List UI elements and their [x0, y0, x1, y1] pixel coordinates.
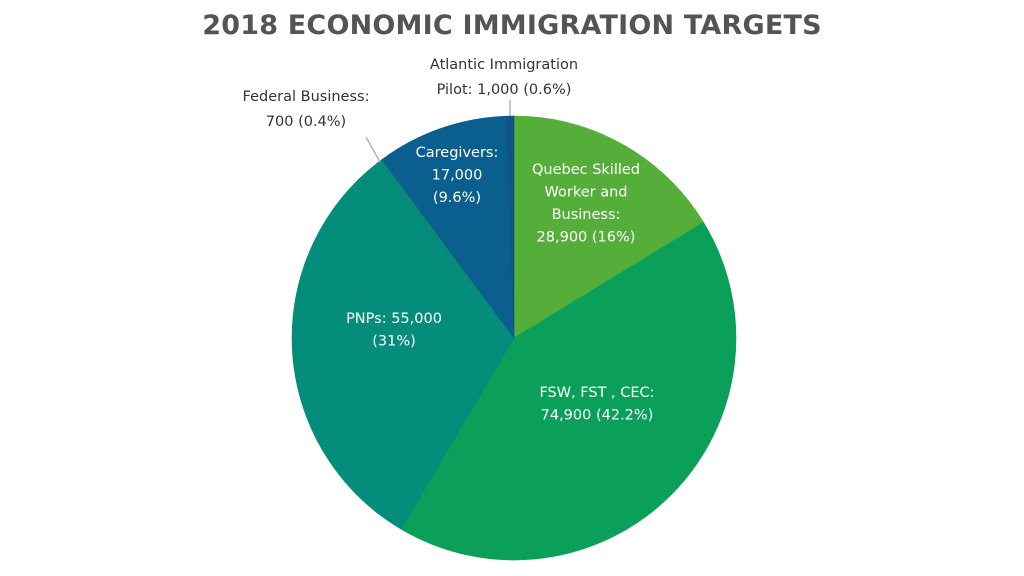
slice-label-line: Quebec Skilled: [532, 162, 640, 178]
leader-line-federal-business: [365, 136, 381, 163]
slice-label-atlantic-immigration: Atlantic Immigration Pilot: 1,000 (0.6%): [430, 57, 578, 98]
pie-slice-caregivers: [381, 115, 515, 339]
slice-label-line: Pilot: 1,000 (0.6%): [437, 82, 572, 98]
slice-label-line: Federal Business:: [243, 89, 370, 105]
pie-slice-pnps-55-000: [291, 162, 515, 530]
slice-label-line: (31%): [372, 334, 416, 350]
slice-label-line: PNPs: 55,000: [346, 311, 442, 327]
slice-label-line: 17,000: [432, 168, 483, 184]
pie-slice-quebec-skilled: [513, 115, 704, 339]
slice-label-quebec-skilled: Quebec Skilled Worker and Business: 28,900 …: [532, 162, 640, 246]
slice-label-line: Business:: [552, 207, 621, 223]
slice-label-line: 28,900 (16%): [537, 230, 636, 246]
chart-title: 2018 ECONOMIC IMMIGRATION TARGETS: [202, 10, 822, 41]
slice-label-pnps-55-000: PNPs: 55,000 (31%): [346, 311, 442, 350]
slice-label-line: 74,900 (42.2%): [541, 408, 654, 424]
slice-label-line: 700 (0.4%): [266, 114, 346, 130]
slice-label-line: Caregivers:: [416, 145, 499, 161]
slice-label-federal-business: Federal Business: 700 (0.4%): [243, 89, 370, 130]
slice-label-line: (9.6%): [433, 190, 481, 206]
slice-label-line: FSW, FST , CEC:: [539, 385, 654, 401]
slice-label-fsw-fst-cec: FSW, FST , CEC: 74,900 (42.2%): [539, 385, 654, 424]
slice-label-line: Worker and: [545, 185, 628, 201]
slice-label-line: Atlantic Immigration: [430, 57, 578, 73]
pie-slice-fsw-fst-cec: [400, 221, 737, 561]
slice-label-caregivers: Caregivers: 17,000 (9.6%): [416, 145, 499, 206]
pie-slice-atlantic-immigration: [505, 115, 515, 339]
